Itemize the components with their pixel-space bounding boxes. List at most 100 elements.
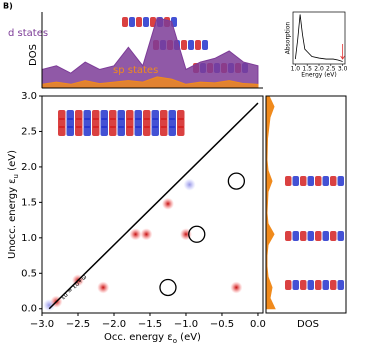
molecule-lobe [75,118,83,128]
molecule-lobe [117,126,125,136]
frame [41,95,264,314]
molecule-lobe [134,118,142,128]
molecule-lobe [285,231,292,241]
molecule-lobe [122,17,128,27]
molecule-lobe [83,118,91,128]
spot [43,299,56,312]
x-axis-label: Energy (eV) [301,72,336,79]
molecule-lobe [168,118,176,128]
panel-label: B) [3,2,13,11]
molecule-lobe [100,110,108,120]
spot [140,228,153,241]
molecule-lobe [292,176,299,186]
molecule-lobe [126,126,134,136]
molecule-lobe [75,126,83,136]
y-tick-label: 0.5 [21,268,37,279]
molecule-images [58,17,344,290]
molecule-lobe [58,126,66,136]
molecule-lobe [58,118,66,128]
spot [129,228,142,241]
x-tick-label: −2.5 [66,319,90,330]
molecule-lobe [150,17,156,27]
molecule-lobe [307,231,314,241]
molecule-lobe [300,231,307,241]
molecule-lobe [168,110,176,120]
molecule-lobe [202,40,208,50]
marker-circle [159,278,177,297]
marker-circle [227,172,246,190]
x-axis-label: DOS [297,319,319,330]
molecule-lobe [307,280,314,290]
molecule-lobe [195,40,201,50]
molecule-lobe [188,40,194,50]
dos-area [41,17,259,89]
x-tick-label: −0.5 [210,319,234,330]
x-tick-label: 3.0 [338,66,348,73]
molecule-lobe [177,118,185,128]
y-tick-label: 0.0 [21,304,37,315]
molecule-lobe [181,40,187,50]
y-tick-label: 2.5 [21,126,37,137]
molecule-lobe [300,280,307,290]
molecule-lobe [151,110,159,120]
legend-label: sp states [113,65,158,76]
legend-label: d states [8,28,48,39]
molecule-lobe [100,126,108,136]
molecule-lobe [315,280,322,290]
y-axis-label: Unocc. energy εu (eV) [7,150,20,259]
x-tick-label: −1.5 [138,319,162,330]
x-tick-label: 2.0 [314,66,324,73]
x-tick-label: 2.5 [326,66,336,73]
molecule-lobe [143,110,151,120]
molecule-lobe [322,176,329,186]
spot [230,281,243,294]
molecule-lobe [322,280,329,290]
marker-circle [188,225,206,243]
molecule-lobe [292,231,299,241]
molecule-lobe [92,110,100,120]
dos-area [265,95,276,310]
molecule-lobe [58,110,66,120]
arrow [340,44,345,60]
molecule-lobe [285,176,292,186]
x-tick-label: 1.5 [302,66,312,73]
molecule-lobe [126,118,134,128]
molecule-lobe [134,110,142,120]
molecule-lobe [177,126,185,136]
molecule-lobe [134,126,142,136]
molecule-lobe [315,231,322,241]
x-tick-label: 0.0 [250,319,266,330]
dos-area [41,76,259,89]
absorption-line [294,14,343,62]
x-tick-label: −2.0 [102,319,126,330]
molecule-lobe [168,126,176,136]
molecule-lobe [330,231,337,241]
molecule-lobe [160,118,168,128]
molecule-lobe [330,280,337,290]
molecule-lobe [160,126,168,136]
y-tick-label: 1.5 [21,197,37,208]
molecule-lobe [143,118,151,128]
molecule-lobe [337,280,344,290]
molecule-lobe [75,110,83,120]
y-tick-label: 1.0 [21,233,37,244]
molecule-lobe [322,231,329,241]
molecule-lobe [143,126,151,136]
spot [183,178,196,191]
y-tick-label: 2.0 [21,162,37,173]
spot [97,281,110,294]
x-tick-label: −1.0 [174,319,198,330]
x-axis-label: Occ. energy εo (eV) [104,332,201,345]
x-tick-label: −3.0 [30,319,54,330]
molecule-lobe [151,126,159,136]
y-axis-label: Absorption [285,22,292,55]
molecule-lobe [66,126,74,136]
frame [265,95,347,314]
molecule-lobe [143,17,149,27]
molecule-lobe [109,118,117,128]
spot [161,197,174,210]
molecule-lobe [151,118,159,128]
y-tick-label: 3.0 [21,91,37,102]
diagonal-line [48,102,259,310]
